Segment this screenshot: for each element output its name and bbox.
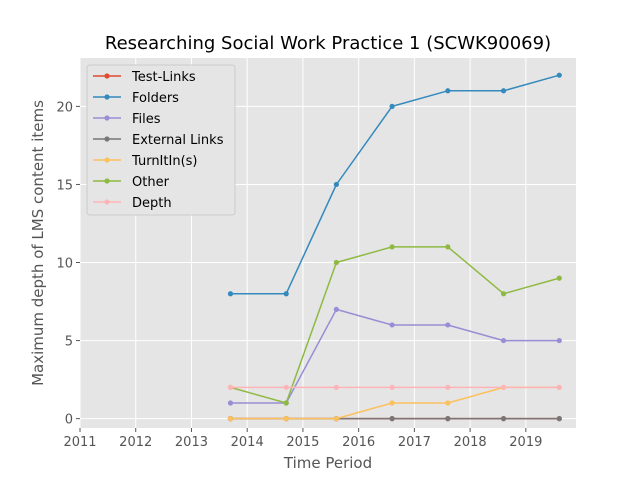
series-folders <box>227 72 562 297</box>
data-point-other <box>283 400 289 406</box>
data-point-files <box>445 322 451 328</box>
data-point-turnitin-s <box>445 400 451 406</box>
y-axis-ticks: 0 5 10 15 20 <box>56 100 80 428</box>
y-tick-label: 15 <box>56 178 73 193</box>
legend-label: External Links <box>132 133 224 148</box>
data-point-folders <box>389 103 395 109</box>
legend-swatch-marker <box>104 136 110 142</box>
legend-swatch-marker <box>104 73 110 79</box>
data-point-other <box>333 259 339 266</box>
legend-label: Other <box>132 175 170 190</box>
legend-box <box>86 64 236 216</box>
legend-swatch-marker <box>104 115 110 121</box>
chart-title: Researching Social Work Practice 1 (SCWK… <box>105 33 551 54</box>
legend-label: Depth <box>132 196 172 211</box>
data-point-depth <box>556 384 562 391</box>
data-point-folders <box>556 72 562 78</box>
data-point-turnitin-s <box>227 416 234 422</box>
y-axis-label: Maximum depth of LMS content items <box>29 100 47 386</box>
data-point-other <box>556 275 562 281</box>
data-point-depth <box>445 384 451 391</box>
x-tick-label: 2015 <box>286 435 319 450</box>
x-tick-label: 2018 <box>454 435 487 450</box>
legend-label: Folders <box>132 91 179 106</box>
data-point-folders <box>445 88 451 94</box>
y-tick-label: 10 <box>56 257 73 272</box>
data-point-external-links <box>389 416 395 422</box>
data-point-folders <box>283 291 289 297</box>
x-tick-label: 2013 <box>175 435 208 450</box>
data-point-depth <box>227 384 234 391</box>
legend-label: Test-Links <box>131 70 196 85</box>
x-tick-label: 2017 <box>398 435 431 450</box>
x-tick-label: 2011 <box>63 435 96 450</box>
data-point-turnitin-s <box>333 416 339 422</box>
data-point-external-links <box>500 416 507 422</box>
data-point-other <box>500 291 507 297</box>
data-point-files <box>500 337 507 344</box>
y-tick-label: 0 <box>65 413 73 428</box>
data-point-depth <box>389 384 395 391</box>
legend: Test-Links Folders Files External Links Turn… <box>86 64 236 216</box>
data-point-files <box>556 337 562 344</box>
data-point-folders <box>227 291 234 297</box>
data-point-external-links <box>445 416 451 422</box>
legend-swatch-marker <box>104 94 110 100</box>
x-tick-label: 2014 <box>231 435 264 450</box>
data-point-other <box>389 244 395 250</box>
data-point-other <box>445 244 451 250</box>
x-axis-ticks: 2011 2012 2013 2014 2015 2016 2017 2018 2019 <box>63 428 542 450</box>
data-point-files <box>389 322 395 328</box>
legend-label: Files <box>132 112 161 127</box>
data-point-depth <box>500 384 507 391</box>
data-point-files <box>227 400 234 406</box>
data-point-depth <box>283 384 289 391</box>
data-point-folders <box>500 88 507 94</box>
data-point-turnitin-s <box>283 416 289 422</box>
data-point-external-links <box>556 416 562 422</box>
data-point-turnitin-s <box>389 400 395 406</box>
legend-swatch-marker <box>104 178 110 184</box>
x-axis-label: Time Period <box>283 454 372 472</box>
series-depth <box>227 384 562 391</box>
x-tick-label: 2012 <box>119 435 152 450</box>
x-tick-label: 2016 <box>342 435 375 450</box>
y-tick-label: 20 <box>56 100 73 115</box>
series-lines <box>227 72 562 422</box>
x-tick-label: 2019 <box>509 435 542 450</box>
legend-swatch-marker <box>104 157 110 163</box>
legend-swatch-marker <box>104 199 110 205</box>
legend-label: TurnItIn(s) <box>131 154 197 169</box>
data-point-folders <box>333 181 339 188</box>
y-tick-label: 5 <box>65 335 73 350</box>
data-point-depth <box>333 384 339 391</box>
data-point-files <box>333 306 339 312</box>
